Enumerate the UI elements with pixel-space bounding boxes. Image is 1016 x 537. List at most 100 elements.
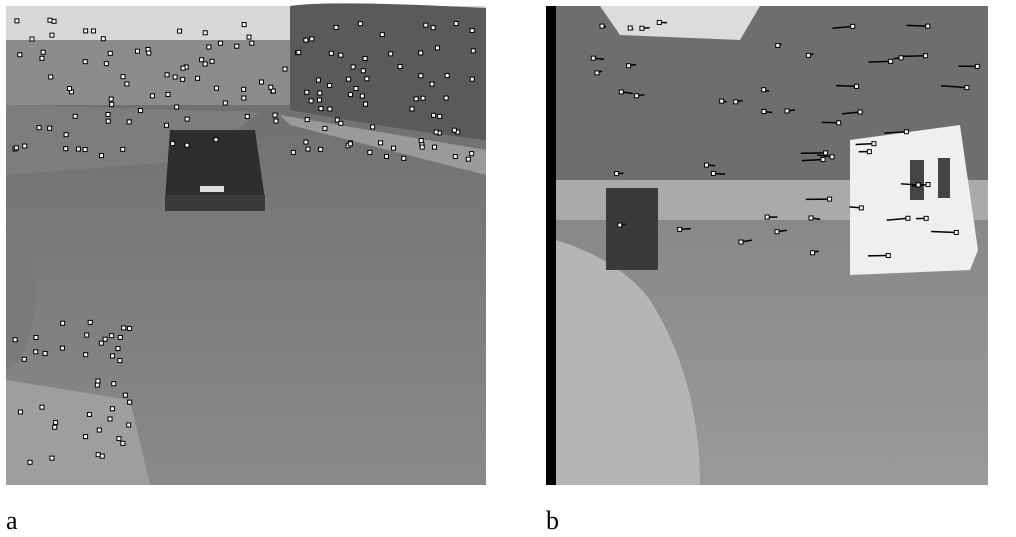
feature-marker xyxy=(824,151,828,155)
feature-marker xyxy=(110,334,114,338)
feature-marker xyxy=(329,51,333,55)
photo-b xyxy=(546,6,988,485)
feature-marker xyxy=(52,19,56,23)
feature-marker xyxy=(245,114,249,118)
feature-marker xyxy=(304,140,308,144)
feature-marker xyxy=(28,460,32,464)
feature-marker xyxy=(318,91,322,95)
feature-marker xyxy=(615,172,619,176)
feature-marker xyxy=(117,437,121,441)
feature-marker xyxy=(364,102,368,106)
feature-marker xyxy=(83,60,87,64)
feature-marker xyxy=(64,147,68,151)
feature-marker xyxy=(291,150,295,154)
feature-marker xyxy=(164,123,168,127)
feature-marker xyxy=(128,400,132,404)
feature-marker xyxy=(118,359,122,363)
feature-marker xyxy=(173,75,177,79)
feature-marker xyxy=(214,138,218,142)
feature-marker xyxy=(776,43,780,47)
feature-marker xyxy=(100,454,104,458)
feature-marker xyxy=(762,110,766,114)
feature-marker xyxy=(775,230,779,234)
feature-marker xyxy=(242,87,246,91)
feature-marker xyxy=(138,109,142,113)
feature-marker xyxy=(600,24,604,28)
feature-marker xyxy=(828,197,832,201)
feature-marker xyxy=(23,144,27,148)
feature-marker xyxy=(116,347,120,351)
feature-marker xyxy=(127,423,131,427)
feature-marker xyxy=(319,147,323,151)
feature-marker xyxy=(85,333,89,337)
feature-marker xyxy=(371,125,375,129)
feature-marker xyxy=(175,105,179,109)
feature-marker xyxy=(380,33,384,37)
feature-marker xyxy=(242,23,246,27)
feature-marker xyxy=(218,41,222,45)
feature-marker xyxy=(91,29,95,33)
feature-marker xyxy=(821,158,825,162)
feature-marker xyxy=(363,57,367,61)
feature-marker xyxy=(106,119,110,123)
feature-marker xyxy=(349,93,353,97)
feature-marker xyxy=(171,142,175,146)
feature-marker xyxy=(836,86,856,87)
feature-marker xyxy=(627,64,631,68)
feature-marker xyxy=(317,98,321,102)
feature-marker xyxy=(203,31,207,35)
feature-marker xyxy=(354,87,358,91)
feature-marker xyxy=(859,206,863,210)
feature-marker xyxy=(837,121,841,125)
feature-marker xyxy=(931,232,956,233)
feature-marker xyxy=(389,52,393,56)
feature-marker xyxy=(73,114,77,118)
feature-marker xyxy=(76,147,80,151)
feature-marker xyxy=(975,64,979,68)
photo-a xyxy=(6,3,486,485)
feature-marker xyxy=(711,171,715,175)
feature-marker xyxy=(22,357,26,361)
feature-marker xyxy=(269,85,273,89)
feature-marker xyxy=(635,94,639,98)
feature-marker xyxy=(734,100,738,104)
feature-marker xyxy=(720,99,724,103)
feature-marker xyxy=(410,107,414,111)
feature-marker xyxy=(147,51,151,55)
feature-marker xyxy=(351,65,355,69)
feature-marker xyxy=(705,163,709,167)
page: a b (() => { const data = JSON.parse(doc… xyxy=(0,0,1016,537)
feature-marker xyxy=(247,35,251,39)
feature-marker xyxy=(435,46,439,50)
feature-marker xyxy=(109,97,113,101)
feature-marker xyxy=(125,82,129,86)
feature-marker xyxy=(809,216,813,220)
feature-marker xyxy=(108,417,112,421)
feature-marker xyxy=(379,141,383,145)
feature-marker xyxy=(128,326,132,330)
feature-marker xyxy=(339,53,343,57)
feature-marker xyxy=(13,338,17,342)
feature-marker xyxy=(110,407,114,411)
feature-marker xyxy=(87,412,91,416)
feature-marker xyxy=(14,146,18,150)
feature-marker xyxy=(421,96,425,100)
feature-marker xyxy=(53,425,57,429)
feature-marker xyxy=(334,26,338,30)
feature-marker xyxy=(368,150,372,154)
feature-marker xyxy=(48,18,52,22)
feature-marker xyxy=(347,77,351,81)
feature-marker xyxy=(595,71,599,75)
feature-marker xyxy=(235,44,239,48)
feature-marker xyxy=(868,61,890,62)
feature-marker xyxy=(104,62,108,66)
feature-marker xyxy=(454,22,458,26)
feature-marker xyxy=(444,96,448,100)
feature-marker xyxy=(903,56,926,57)
feature-marker xyxy=(926,183,930,187)
feature-marker xyxy=(348,142,352,146)
feature-marker xyxy=(123,393,127,397)
feature-marker xyxy=(452,128,456,132)
feature-marker xyxy=(305,90,309,94)
feature-marker xyxy=(420,145,424,149)
